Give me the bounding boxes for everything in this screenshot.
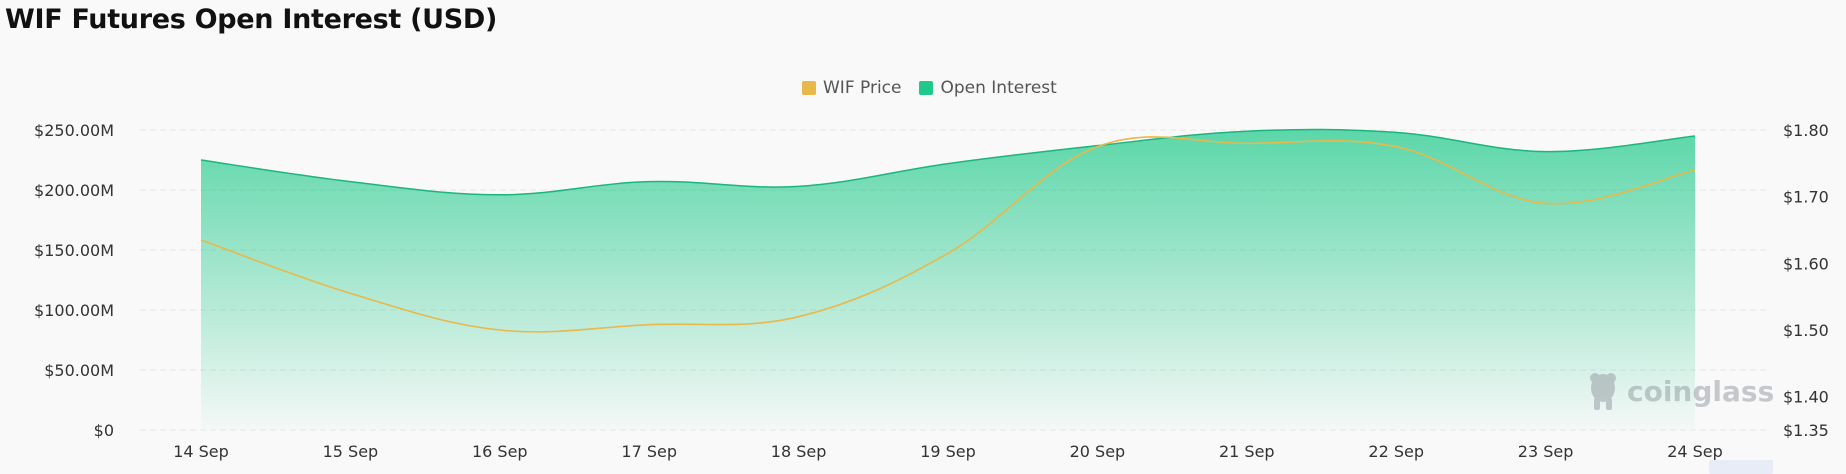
x-tick-7: 21 Sep: [1219, 442, 1275, 461]
y-right-tick-1: $1.40: [1783, 388, 1829, 407]
chart-title: WIF Futures Open Interest (USD): [5, 4, 498, 35]
legend-swatch-open-interest: [919, 81, 934, 95]
x-tick-0: 14 Sep: [173, 442, 229, 461]
x-tick-8: 22 Sep: [1368, 442, 1424, 461]
open-interest-area: [200, 128, 1696, 430]
y-left-tick-4: $200.00M: [34, 181, 114, 200]
x-axis: 14 Sep 15 Sep 16 Sep 17 Sep 18 Sep 19 Sep 20 S…: [173, 442, 1723, 461]
open-interest-fill: [201, 129, 1695, 430]
x-tick-1: 15 Sep: [323, 442, 379, 461]
y-left-tick-1: $50.00M: [44, 361, 114, 380]
x-tick-6: 20 Sep: [1070, 442, 1126, 461]
legend: WIF Price Open Interest: [802, 78, 1057, 98]
y-right-tick-2: $1.50: [1783, 321, 1829, 340]
y-right-tick-4: $1.70: [1783, 188, 1829, 207]
y-left-tick-2: $100.00M: [34, 301, 114, 320]
legend-item-open-interest[interactable]: Open Interest: [919, 78, 1057, 98]
y-right-tick-5: $1.80: [1783, 121, 1829, 140]
y-right-tick-0: $1.35: [1783, 421, 1829, 440]
legend-label-open-interest: Open Interest: [940, 78, 1057, 98]
x-tick-10: 24 Sep: [1667, 442, 1723, 461]
wif-price-line: [200, 136, 1696, 333]
x-tick-4: 18 Sep: [771, 442, 827, 461]
watermark-text: coinglass: [1627, 375, 1774, 408]
y-left-tick-0: $0: [94, 421, 114, 440]
y-left-tick-3: $150.00M: [34, 241, 114, 260]
y-right-tick-3: $1.60: [1783, 254, 1829, 273]
y-axis-right: $1.35 $1.40 $1.50 $1.60 $1.70 $1.80: [1783, 121, 1829, 440]
x-tick-9: 23 Sep: [1518, 442, 1574, 461]
y-left-tick-5: $250.00M: [34, 121, 114, 140]
legend-label-wif-price: WIF Price: [823, 78, 902, 98]
coinglass-watermark: coinglass: [1590, 373, 1774, 410]
x-tick-3: 17 Sep: [621, 442, 677, 461]
legend-swatch-wif-price: [802, 81, 816, 95]
x-tick-2: 16 Sep: [472, 442, 528, 461]
x-tick-5: 19 Sep: [920, 442, 976, 461]
y-axis-left: $0 $50.00M $100.00M $150.00M $200.00M $250.00…: [34, 121, 114, 440]
scroll-hint[interactable]: [1709, 460, 1773, 474]
legend-item-wif-price[interactable]: WIF Price: [802, 78, 901, 98]
